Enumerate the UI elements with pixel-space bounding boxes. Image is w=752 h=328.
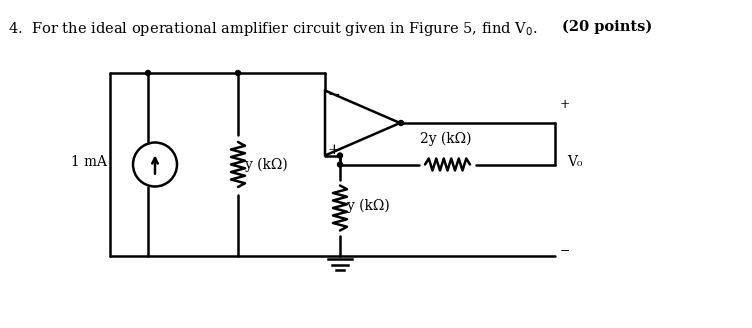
Text: −: − — [560, 243, 570, 256]
Circle shape — [338, 162, 342, 167]
Text: −: − — [328, 89, 341, 102]
Text: y (kΩ): y (kΩ) — [245, 157, 288, 172]
Text: 1 mA: 1 mA — [71, 154, 107, 169]
Text: (20 points): (20 points) — [562, 20, 652, 34]
Circle shape — [338, 153, 342, 158]
Circle shape — [145, 71, 150, 75]
Circle shape — [235, 71, 241, 75]
Text: +: + — [560, 98, 570, 112]
Circle shape — [399, 120, 404, 126]
Text: y (kΩ): y (kΩ) — [347, 199, 390, 213]
Text: 2y (kΩ): 2y (kΩ) — [420, 132, 472, 147]
Text: V₀: V₀ — [567, 155, 582, 170]
Text: +: + — [328, 144, 341, 157]
Text: 4.  For the ideal operational amplifier circuit given in Figure 5, find V$_0$.: 4. For the ideal operational amplifier c… — [8, 20, 539, 38]
